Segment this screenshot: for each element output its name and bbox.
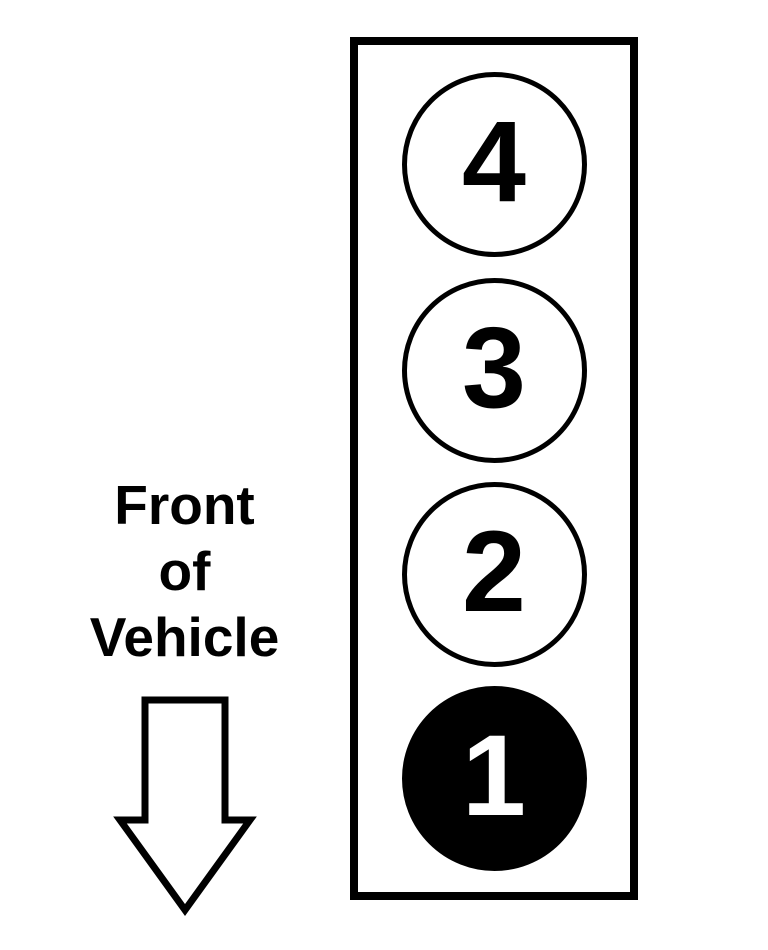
cylinder-4-label: 4 <box>462 105 526 220</box>
down-arrow-icon <box>113 693 257 922</box>
cylinder-3: 3 <box>402 278 587 463</box>
cylinder-3-label: 3 <box>462 311 526 426</box>
cylinder-2: 2 <box>402 482 587 667</box>
label-line-2: of <box>47 538 322 604</box>
cylinder-1: 1 <box>402 686 587 871</box>
cylinder-1-label: 1 <box>462 719 526 834</box>
front-of-vehicle-label: Front of Vehicle <box>47 472 322 670</box>
cylinder-2-label: 2 <box>462 515 526 630</box>
label-line-1: Front <box>47 472 322 538</box>
cylinder-4: 4 <box>402 72 587 257</box>
label-line-3: Vehicle <box>47 604 322 670</box>
